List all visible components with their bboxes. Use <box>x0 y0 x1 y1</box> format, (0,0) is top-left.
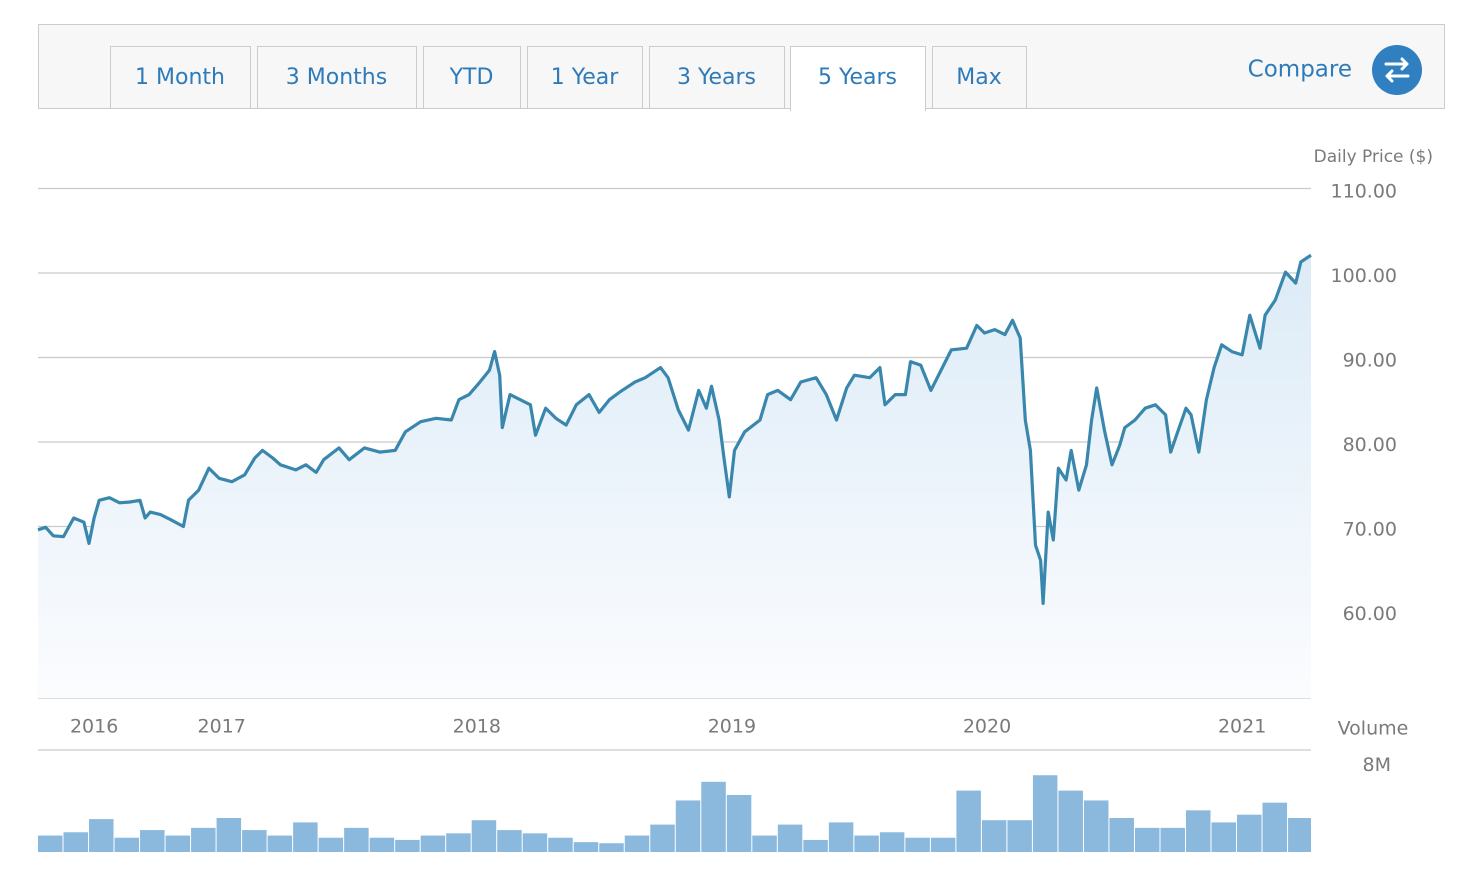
tab[interactable] <box>932 46 1027 109</box>
tab-active-gap <box>791 107 925 111</box>
volume-bar <box>879 832 905 852</box>
volume-bar <box>777 824 803 852</box>
volume-bar <box>905 837 930 852</box>
x-tick-label: 2019 <box>708 716 756 738</box>
y-tick-label: 60.00 <box>1343 603 1397 625</box>
x-tick-label: 2021 <box>1218 716 1266 738</box>
x-tick-label: 2020 <box>963 716 1011 738</box>
y-tick-label: 110.00 <box>1331 181 1397 203</box>
volume-bar <box>956 790 981 852</box>
compare-icon[interactable] <box>1372 45 1422 95</box>
volume-bar <box>471 820 497 852</box>
volume-bar <box>1083 800 1109 852</box>
volume-bar <box>752 835 777 852</box>
y-axis-title: Daily Price ($) <box>1314 147 1433 167</box>
volume-bar <box>191 827 216 852</box>
volume-bar <box>548 837 573 852</box>
volume-chart: Volume 8M <box>38 718 1409 852</box>
volume-bar <box>63 832 89 852</box>
y-tick-label: 80.00 <box>1343 434 1397 456</box>
compare-label[interactable]: Compare <box>1248 57 1352 83</box>
tab-label[interactable]: 3 Months <box>286 65 387 90</box>
tab-label[interactable]: Max <box>956 65 1001 90</box>
x-tick-label: 2017 <box>197 716 245 738</box>
tab[interactable] <box>527 46 643 109</box>
tab-label[interactable]: YTD <box>449 65 494 90</box>
volume-bar <box>140 830 165 852</box>
volume-bar <box>369 837 395 852</box>
volume-bars <box>38 775 1311 852</box>
volume-bar <box>675 800 701 852</box>
y-tick-label: 100.00 <box>1331 265 1397 287</box>
tab[interactable] <box>257 46 417 109</box>
volume-bar <box>599 843 624 852</box>
volume-bar <box>165 835 191 852</box>
volume-bar <box>446 833 471 852</box>
y-axis-title: Volume <box>1338 718 1409 740</box>
volume-bar <box>497 830 522 852</box>
volume-bar <box>1109 818 1134 852</box>
volume-bar <box>1211 822 1237 852</box>
volume-bar <box>1058 790 1083 852</box>
volume-bar <box>89 819 114 852</box>
tab-label[interactable]: 1 Year <box>551 65 620 90</box>
volume-bar <box>1237 814 1262 852</box>
volume-bar <box>701 781 726 852</box>
volume-bar <box>267 835 293 852</box>
tab-label[interactable]: 3 Years <box>677 65 756 90</box>
volume-bar <box>1160 827 1185 852</box>
volume-bar <box>650 824 675 852</box>
volume-bar <box>1185 810 1211 852</box>
volume-bar <box>1032 775 1058 852</box>
volume-bar <box>38 835 63 852</box>
volume-bar <box>344 827 369 852</box>
volume-bar <box>828 822 854 852</box>
volume-bar <box>1262 802 1288 852</box>
price-chart: Daily Price ($) 60.00 70.00 80.00 90.00 100.0… <box>37 147 1433 738</box>
volume-bar <box>803 839 828 852</box>
volume-bar <box>854 835 879 852</box>
volume-bar <box>420 835 446 852</box>
volume-bar <box>1007 820 1032 852</box>
x-tick-label: 2016 <box>70 716 118 738</box>
volume-bar <box>981 820 1007 852</box>
volume-bar <box>216 818 242 852</box>
volume-bar <box>242 830 267 852</box>
volume-bar <box>726 794 752 852</box>
volume-bar <box>573 842 599 852</box>
volume-bar <box>395 839 420 852</box>
tab-label[interactable]: 1 Month <box>135 65 225 90</box>
volume-bar <box>1288 818 1311 852</box>
volume-bar <box>1134 827 1160 852</box>
volume-bar <box>624 835 650 852</box>
volume-bar <box>318 837 344 852</box>
x-tick-label: 2018 <box>453 716 501 738</box>
tab-label[interactable]: 5 Years <box>818 65 897 90</box>
y-tick-label: 70.00 <box>1343 519 1397 541</box>
tab[interactable] <box>649 46 785 109</box>
tab-group: 1 Month 3 Months YTD 1 Year 3 Years 5 Years Ma… <box>110 46 1027 111</box>
volume-bar <box>114 837 140 852</box>
volume-bar <box>930 837 956 852</box>
volume-bar <box>522 833 548 852</box>
y-tick-label: 8M <box>1363 754 1391 776</box>
price-area <box>38 255 1311 698</box>
y-tick-label: 90.00 <box>1343 350 1397 372</box>
price-line <box>37 253 1312 605</box>
tab[interactable] <box>423 46 521 109</box>
tab[interactable] <box>110 46 251 109</box>
volume-bar <box>293 822 318 852</box>
